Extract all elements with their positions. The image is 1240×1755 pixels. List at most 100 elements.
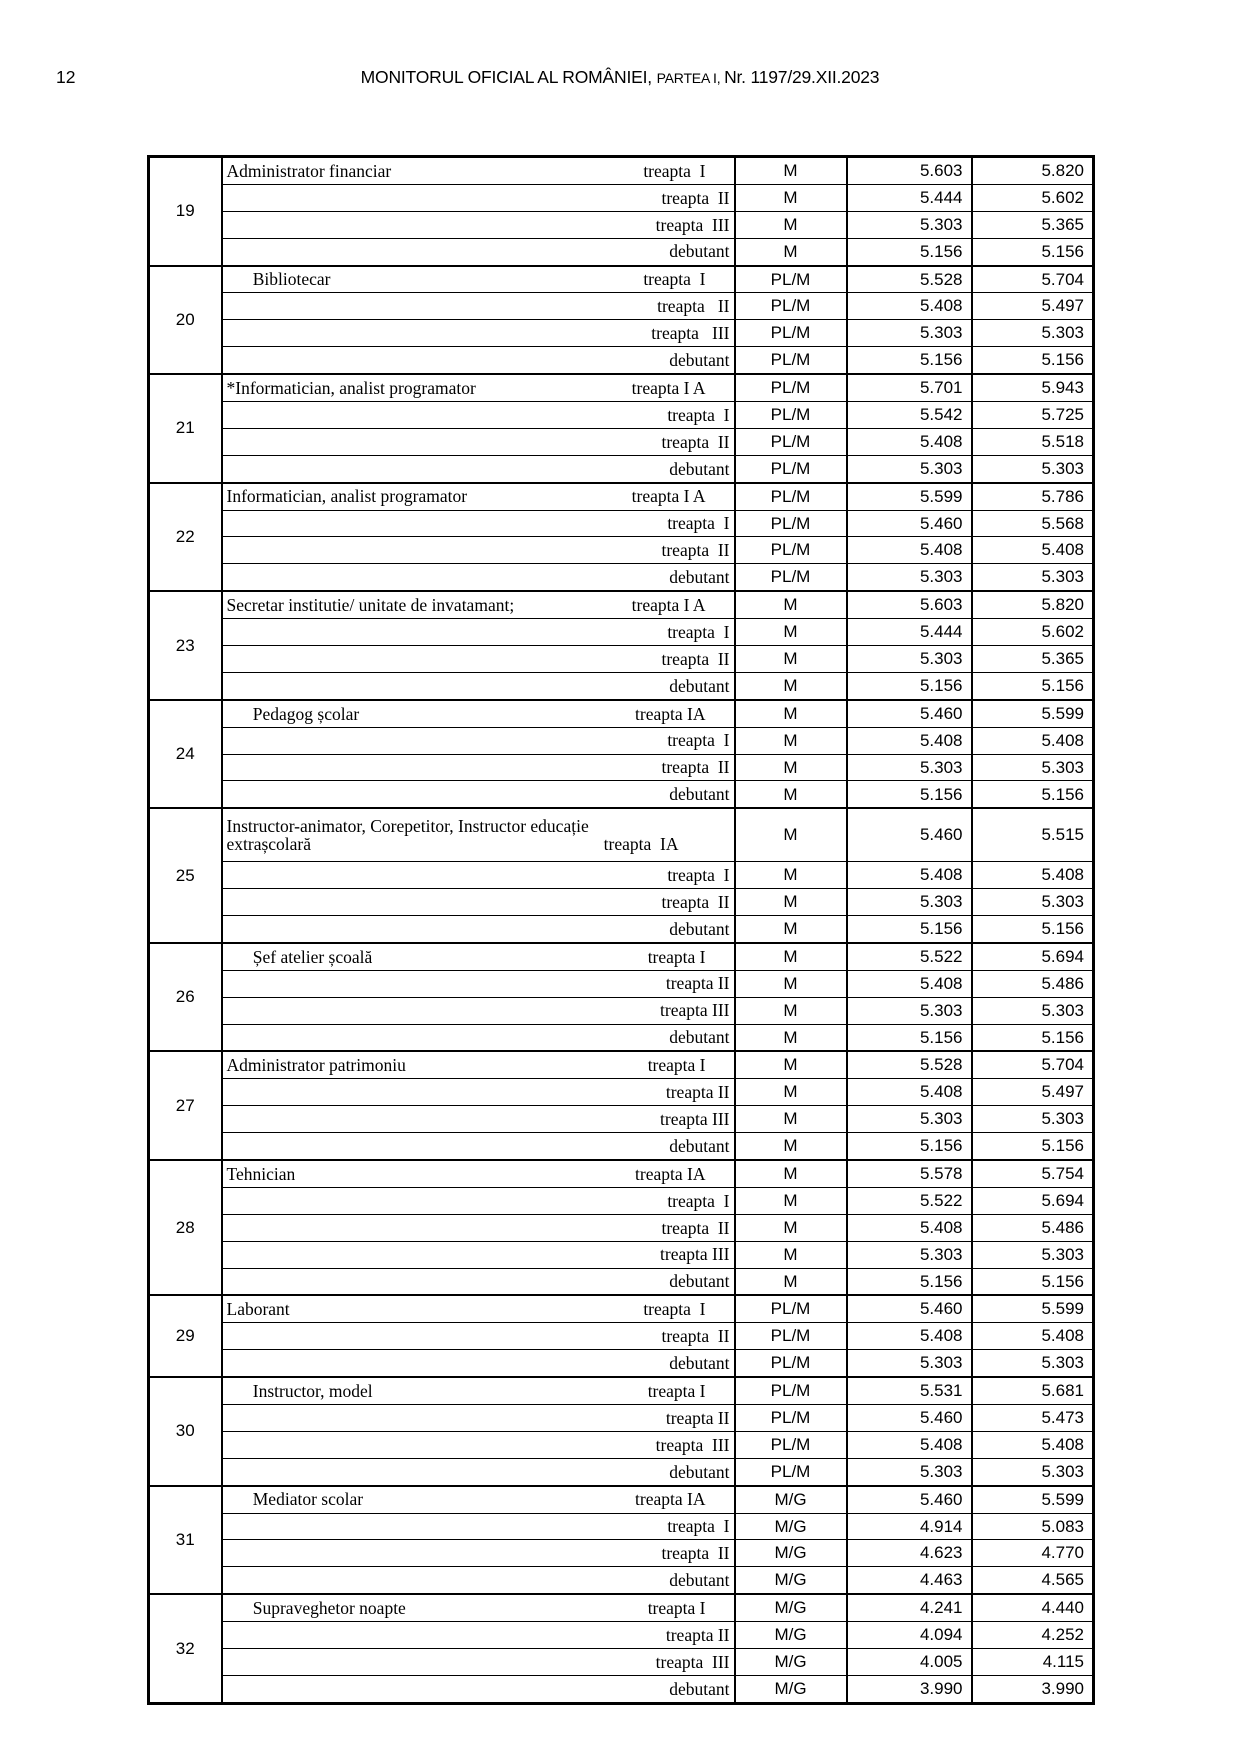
- table-row: debutant M 5.156 5.156: [149, 671, 1095, 701]
- education-level: PL/M: [733, 1349, 848, 1378]
- treapta-label: treapta I: [667, 730, 730, 751]
- salary-value-1: 4.463: [845, 1566, 973, 1595]
- salary-value-2: 5.602: [970, 183, 1095, 212]
- education-level: PL/M: [733, 346, 848, 375]
- treapta-label: treapta I: [643, 160, 706, 181]
- education-level: M: [733, 155, 848, 185]
- education-level: PL/M: [733, 1457, 848, 1487]
- table-row: debutant M/G 3.990 3.990: [149, 1674, 1095, 1704]
- salary-value-2: 5.156: [970, 914, 1095, 944]
- salary-value-2: 5.156: [970, 1132, 1095, 1161]
- salary-value-1: 5.603: [845, 590, 973, 620]
- salary-value-2: 5.156: [970, 237, 1095, 267]
- education-level: M: [733, 753, 848, 782]
- job-cell: treapta II: [220, 1322, 736, 1351]
- salary-value-1: 5.408: [845, 536, 973, 565]
- table-row: treapta I PL/M 5.542 5.725: [149, 401, 1095, 429]
- job-cell: Instructor-animator, Corepetitor, Instru…: [220, 807, 736, 863]
- salary-value-2: 5.568: [970, 509, 1095, 538]
- salary-value-2: 5.303: [970, 888, 1095, 916]
- education-level: M/G: [733, 1648, 848, 1676]
- treapta-label: debutant: [669, 1461, 730, 1482]
- treapta-label: treapta II: [661, 648, 730, 669]
- treapta-label: debutant: [669, 1271, 730, 1292]
- salary-value-1: 5.303: [845, 753, 973, 782]
- table-row: debutant PL/M 5.303 5.303: [149, 1457, 1095, 1487]
- table-row: debutant M/G 4.463 4.565: [149, 1566, 1095, 1595]
- job-title: Secretar institutie/ unitate de invatama…: [226, 595, 515, 615]
- salary-value-2: 5.156: [970, 671, 1095, 701]
- table-row: 25 Instructor-animator, Corepetitor, Inst…: [147, 807, 1095, 944]
- job-cell: treapta II: [220, 1403, 736, 1432]
- table-row: 31 Mediator scolar treapta IA M/G 5.460 5.59…: [147, 1484, 1095, 1595]
- job-cell: Laborant treapta I: [220, 1294, 736, 1324]
- salary-value-1: 5.408: [845, 427, 973, 456]
- education-level: M: [733, 914, 848, 944]
- salary-value-2: 5.303: [970, 319, 1095, 348]
- treapta-label: debutant: [669, 241, 730, 262]
- job-cell: debutant: [220, 346, 736, 375]
- salary-value-1: 5.303: [845, 454, 973, 484]
- job-title: Administrator financiar: [226, 160, 392, 181]
- salary-value-1: 3.990: [845, 1674, 973, 1704]
- treapta-label: treapta IA: [635, 1489, 706, 1510]
- salary-value-2: 5.156: [970, 1267, 1095, 1296]
- treapta-label: treapta I: [667, 1516, 730, 1537]
- row-group-number: 28: [147, 1158, 223, 1296]
- job-cell: treapta II: [220, 292, 736, 321]
- salary-value-2: 5.365: [970, 645, 1095, 673]
- salary-value-2: 5.408: [970, 536, 1095, 565]
- salary-value-1: 5.303: [845, 1105, 973, 1134]
- salary-value-2: 5.408: [970, 861, 1095, 890]
- table-row: treapta III PL/M 5.408 5.408: [149, 1430, 1095, 1459]
- education-level: PL/M: [733, 1430, 848, 1459]
- job-cell: Secretar institutie/ unitate de invatama…: [220, 590, 736, 620]
- job-cell: Bibliotecar treapta I: [220, 264, 736, 294]
- salary-value-2: 5.497: [970, 292, 1095, 321]
- treapta-label: treapta III: [660, 1108, 730, 1129]
- education-level: M: [733, 1158, 848, 1188]
- salary-value-1: 5.408: [845, 1078, 973, 1107]
- salary-value-1: 5.156: [845, 1023, 973, 1052]
- salary-value-2: 4.770: [970, 1539, 1095, 1568]
- table-row: debutant M 5.156 5.156: [149, 914, 1095, 944]
- salary-value-1: 5.303: [845, 888, 973, 916]
- salary-value-2: 4.565: [970, 1566, 1095, 1595]
- job-cell: treapta III: [220, 1430, 736, 1459]
- treapta-label: debutant: [669, 349, 730, 370]
- table-row: 27 Administrator patrimoniu treapta I M 5.52…: [147, 1050, 1095, 1161]
- education-level: M/G: [733, 1621, 848, 1649]
- table-row: treapta III M 5.303 5.303: [149, 996, 1095, 1025]
- salary-value-1: 5.156: [845, 914, 973, 944]
- table-row: treapta II M 5.408 5.486: [149, 969, 1095, 998]
- education-level: M: [733, 237, 848, 267]
- job-cell: treapta I: [220, 1512, 736, 1541]
- salary-value-1: 5.542: [845, 401, 973, 429]
- education-level: PL/M: [733, 1322, 848, 1351]
- salary-value-2: 5.820: [970, 155, 1095, 185]
- treapta-label: treapta I: [667, 621, 730, 642]
- salary-value-2: 5.303: [970, 1349, 1095, 1378]
- table-row: treapta I M/G 4.914 5.083: [149, 1512, 1095, 1541]
- job-cell: Supraveghetor noapte treapta I: [220, 1593, 736, 1623]
- salary-value-2: 5.497: [970, 1078, 1095, 1107]
- table-row: treapta II M 5.408 5.486: [149, 1213, 1095, 1242]
- row-group-number: 26: [147, 941, 223, 1052]
- row-group-number: 27: [147, 1050, 223, 1161]
- table-row: treapta I M 5.444 5.602: [149, 618, 1095, 647]
- row-group-number: 30: [147, 1376, 223, 1487]
- education-level: M: [733, 1078, 848, 1107]
- treapta-label: treapta IA: [635, 1163, 706, 1184]
- job-cell: treapta II: [220, 536, 736, 565]
- treapta-label: treapta I A: [631, 486, 706, 507]
- job-cell: treapta II: [220, 1213, 736, 1242]
- table-row: 23 Secretar institutie/ unitate de invata…: [147, 590, 1095, 701]
- table-row: 29 Laborant treapta I PL/M 5.460 5.599: [147, 1294, 1095, 1378]
- salary-value-2: 5.408: [970, 726, 1095, 755]
- treapta-label: debutant: [669, 458, 730, 479]
- row-group-number: 25: [147, 807, 223, 944]
- job-title: Administrator patrimoniu: [226, 1055, 406, 1076]
- job-cell: treapta III: [220, 996, 736, 1025]
- job-cell: Administrator financiar treapta I: [220, 155, 736, 185]
- salary-value-1: 5.599: [845, 481, 973, 511]
